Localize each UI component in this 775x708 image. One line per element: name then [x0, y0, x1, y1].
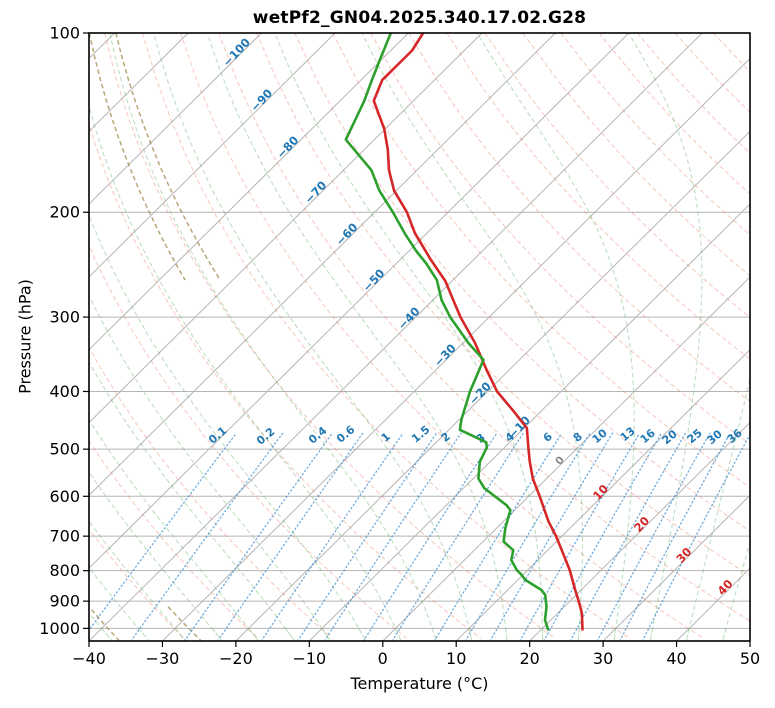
svg-text:6: 6	[541, 430, 555, 445]
svg-text:50: 50	[740, 649, 760, 668]
y-tick-labels: 100 200 300 400 500 600 700 800 900 1000	[39, 24, 80, 638]
svg-text:−60: −60	[333, 220, 361, 248]
svg-text:100: 100	[49, 24, 80, 43]
svg-text:40: 40	[666, 649, 686, 668]
svg-text:−40: −40	[72, 649, 106, 668]
svg-text:13: 13	[618, 424, 638, 444]
svg-text:20: 20	[519, 649, 539, 668]
svg-text:400: 400	[49, 382, 80, 401]
svg-text:−70: −70	[302, 178, 330, 206]
svg-text:900: 900	[49, 592, 80, 611]
svg-text:700: 700	[49, 527, 80, 546]
svg-text:0: 0	[378, 649, 388, 668]
isotherm-gridlines	[89, 33, 750, 641]
moist-adiabats	[89, 33, 750, 641]
x-axis-label: Temperature (°C)	[350, 674, 489, 693]
svg-text:−20: −20	[219, 649, 253, 668]
svg-text:20: 20	[631, 514, 652, 535]
svg-text:25: 25	[685, 426, 705, 446]
svg-text:36: 36	[725, 426, 745, 446]
svg-text:1: 1	[379, 430, 393, 445]
svg-text:10: 10	[446, 649, 466, 668]
svg-text:1000: 1000	[39, 619, 80, 638]
svg-text:0: 0	[553, 454, 567, 468]
svg-text:0.4: 0.4	[306, 424, 330, 447]
svg-text:800: 800	[49, 561, 80, 580]
svg-text:200: 200	[49, 203, 80, 222]
svg-text:40: 40	[714, 577, 735, 598]
plot-border	[88, 32, 751, 642]
svg-text:−80: −80	[274, 133, 302, 161]
mixing-ratio-labels: 0.1 0.2 0.4 0.6 1 1.5 2 3 4 6 8 10 13 16 20 25 30 36	[206, 423, 745, 448]
y-axis-label: Pressure (hPa)	[15, 279, 35, 394]
svg-text:30: 30	[705, 427, 725, 447]
svg-text:−30: −30	[146, 649, 180, 668]
svg-text:−50: −50	[360, 266, 388, 294]
svg-text:−100: −100	[220, 35, 253, 69]
svg-text:0.6: 0.6	[334, 423, 358, 446]
temperature-curve	[372, 33, 584, 631]
svg-text:1.5: 1.5	[409, 423, 432, 445]
svg-text:20: 20	[660, 427, 680, 447]
dry-adiabats	[89, 33, 750, 639]
svg-text:10: 10	[590, 482, 611, 503]
svg-text:−90: −90	[248, 86, 276, 114]
svg-text:2: 2	[439, 430, 453, 445]
svg-text:30: 30	[673, 545, 694, 566]
svg-text:−40: −40	[395, 304, 423, 332]
svg-text:−10: −10	[292, 649, 326, 668]
svg-text:600: 600	[49, 487, 80, 506]
overlap-adiabats	[89, 33, 221, 641]
axis-ticks	[83, 32, 751, 647]
dewpoint-curve	[344, 33, 550, 631]
svg-text:300: 300	[49, 308, 80, 327]
svg-text:10: 10	[590, 426, 610, 446]
isobar-gridlines	[89, 33, 750, 629]
svg-text:−30: −30	[431, 341, 459, 369]
svg-text:500: 500	[49, 440, 80, 459]
chart-title: wetPf2_GN04.2025.340.17.02.G28	[252, 8, 587, 28]
mixing-ratio-lines	[89, 432, 750, 641]
x-tick-labels: −40 −30 −20 −10 0 10 20 30 40 50	[72, 649, 760, 668]
svg-text:30: 30	[593, 649, 613, 668]
